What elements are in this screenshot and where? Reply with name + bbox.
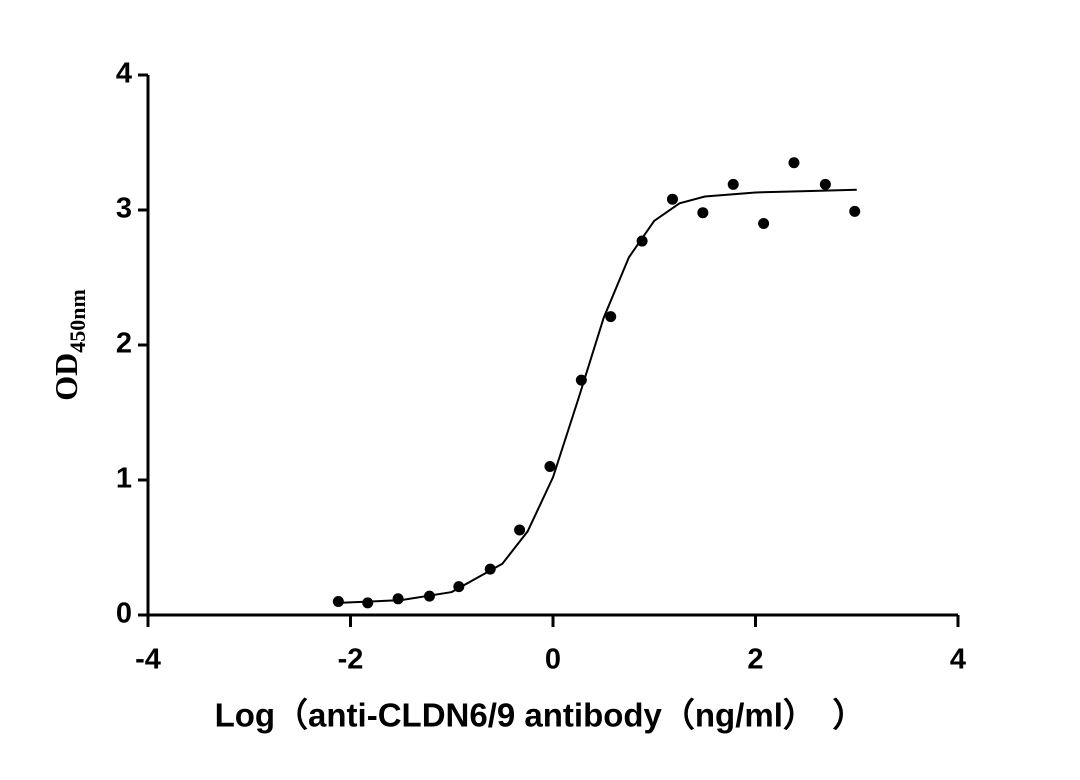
data-point (788, 157, 800, 169)
x-tick-label: -2 (338, 644, 364, 676)
y-tick-label: 3 (116, 193, 132, 225)
y-tick-label: 2 (116, 328, 132, 360)
data-point (727, 178, 739, 190)
y-tick-label: 0 (116, 598, 132, 630)
data-point (605, 311, 617, 323)
x-tick-label: 2 (747, 644, 763, 676)
fit-curve (338, 188, 857, 604)
data-point (849, 205, 861, 217)
data-point (332, 596, 344, 607)
data-point (544, 461, 556, 472)
data-point (758, 218, 770, 229)
x-tick-label: 0 (545, 644, 561, 676)
data-point (423, 590, 435, 602)
y-label-main: OD (48, 353, 84, 401)
data-point (697, 207, 709, 219)
data-point (819, 178, 831, 190)
x-tick-label: 4 (950, 644, 966, 676)
data-point (362, 597, 374, 609)
data-point (636, 235, 648, 247)
y-label-sub: 450nm (65, 289, 90, 353)
y-tick-label: 4 (116, 58, 132, 90)
data-point (575, 374, 587, 386)
x-axis-label: Log（anti-CLDN6/9 antibody（ng/ml） ） (215, 697, 866, 734)
data-point (453, 581, 465, 593)
data-point (514, 524, 526, 536)
data-point (484, 563, 496, 575)
y-axis-label: OD450nm (48, 289, 90, 401)
x-tick-label: -4 (135, 644, 161, 676)
y-tick-label: 1 (116, 463, 132, 495)
data-point (392, 593, 404, 605)
data-point (666, 193, 678, 205)
